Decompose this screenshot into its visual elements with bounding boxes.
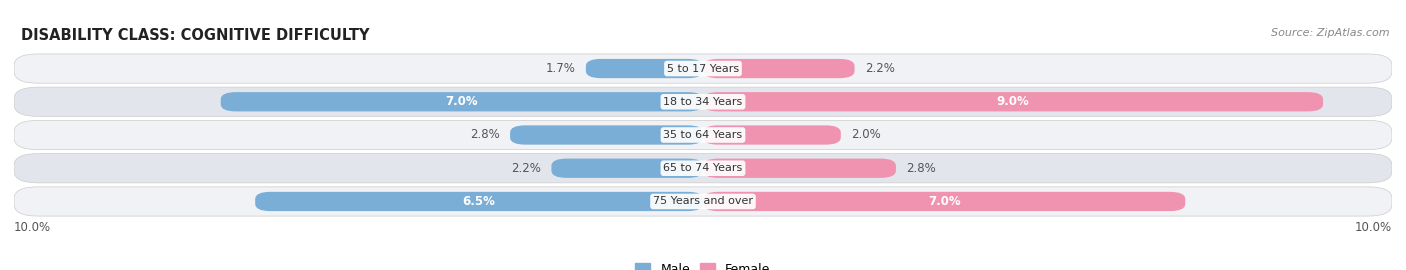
Text: 10.0%: 10.0% bbox=[1355, 221, 1392, 234]
Text: 5 to 17 Years: 5 to 17 Years bbox=[666, 63, 740, 73]
Text: 2.2%: 2.2% bbox=[865, 62, 894, 75]
Text: 1.7%: 1.7% bbox=[546, 62, 575, 75]
FancyBboxPatch shape bbox=[703, 92, 1323, 112]
Text: 7.0%: 7.0% bbox=[928, 195, 960, 208]
Text: 2.8%: 2.8% bbox=[907, 162, 936, 175]
FancyBboxPatch shape bbox=[551, 158, 703, 178]
Text: DISABILITY CLASS: COGNITIVE DIFFICULTY: DISABILITY CLASS: COGNITIVE DIFFICULTY bbox=[21, 28, 370, 43]
Text: 10.0%: 10.0% bbox=[14, 221, 51, 234]
FancyBboxPatch shape bbox=[703, 192, 1185, 211]
Legend: Male, Female: Male, Female bbox=[630, 258, 776, 270]
Text: 65 to 74 Years: 65 to 74 Years bbox=[664, 163, 742, 173]
Text: 7.0%: 7.0% bbox=[446, 95, 478, 108]
FancyBboxPatch shape bbox=[703, 125, 841, 145]
Text: 35 to 64 Years: 35 to 64 Years bbox=[664, 130, 742, 140]
FancyBboxPatch shape bbox=[586, 59, 703, 78]
Text: 2.2%: 2.2% bbox=[512, 162, 541, 175]
FancyBboxPatch shape bbox=[703, 158, 896, 178]
FancyBboxPatch shape bbox=[221, 92, 703, 112]
FancyBboxPatch shape bbox=[256, 192, 703, 211]
Text: 2.0%: 2.0% bbox=[851, 129, 882, 141]
Text: 18 to 34 Years: 18 to 34 Years bbox=[664, 97, 742, 107]
Text: 9.0%: 9.0% bbox=[997, 95, 1029, 108]
Text: 2.8%: 2.8% bbox=[470, 129, 499, 141]
FancyBboxPatch shape bbox=[14, 54, 1392, 83]
Text: Source: ZipAtlas.com: Source: ZipAtlas.com bbox=[1271, 28, 1389, 38]
Text: 75 Years and over: 75 Years and over bbox=[652, 197, 754, 207]
FancyBboxPatch shape bbox=[14, 187, 1392, 216]
FancyBboxPatch shape bbox=[510, 125, 703, 145]
FancyBboxPatch shape bbox=[703, 59, 855, 78]
FancyBboxPatch shape bbox=[14, 154, 1392, 183]
FancyBboxPatch shape bbox=[14, 120, 1392, 150]
Text: 6.5%: 6.5% bbox=[463, 195, 495, 208]
FancyBboxPatch shape bbox=[14, 87, 1392, 116]
